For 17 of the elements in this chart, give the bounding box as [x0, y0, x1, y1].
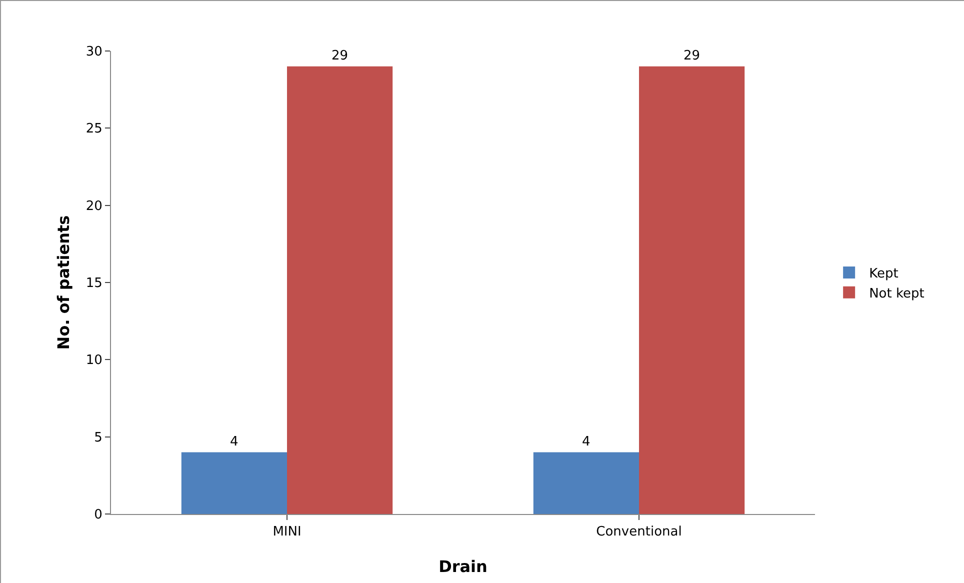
y-tick-label: 25 — [86, 122, 102, 137]
data-label: 29 — [684, 48, 700, 64]
x-tick-label: MINI — [272, 524, 302, 540]
y-tick-label: 20 — [86, 198, 102, 214]
legend-label: Kept — [869, 266, 898, 282]
y-tick-label: 5 — [94, 430, 102, 446]
legend-label: Not kept — [869, 286, 924, 302]
y-axis-title: No. of patients — [54, 215, 73, 350]
x-axis-title: Drain — [438, 557, 488, 576]
y-tick-label: 0 — [94, 508, 102, 523]
y-tick-label: 15 — [86, 276, 102, 292]
x-tick-label: Conventional — [596, 524, 682, 540]
y-tick-label: 30 — [86, 44, 102, 60]
y-tick-label: 10 — [86, 353, 102, 368]
data-label: 4 — [582, 434, 590, 450]
data-label: 29 — [332, 48, 348, 64]
data-label: 4 — [230, 434, 238, 450]
